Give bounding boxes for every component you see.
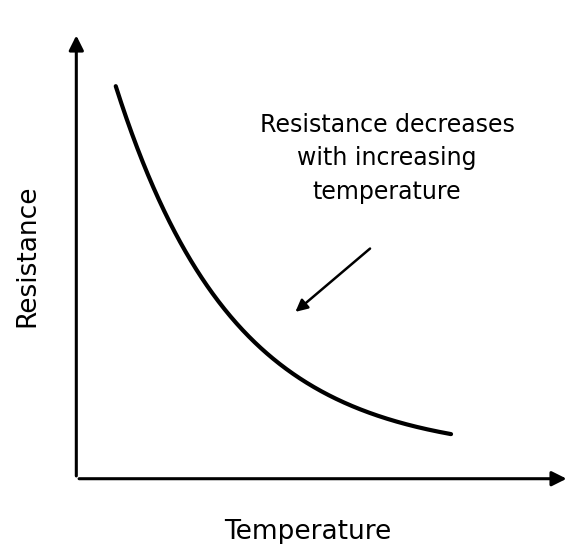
Text: Temperature: Temperature (224, 519, 392, 544)
Text: Resistance: Resistance (14, 184, 40, 327)
Text: Resistance decreases
with increasing
temperature: Resistance decreases with increasing tem… (259, 113, 514, 204)
